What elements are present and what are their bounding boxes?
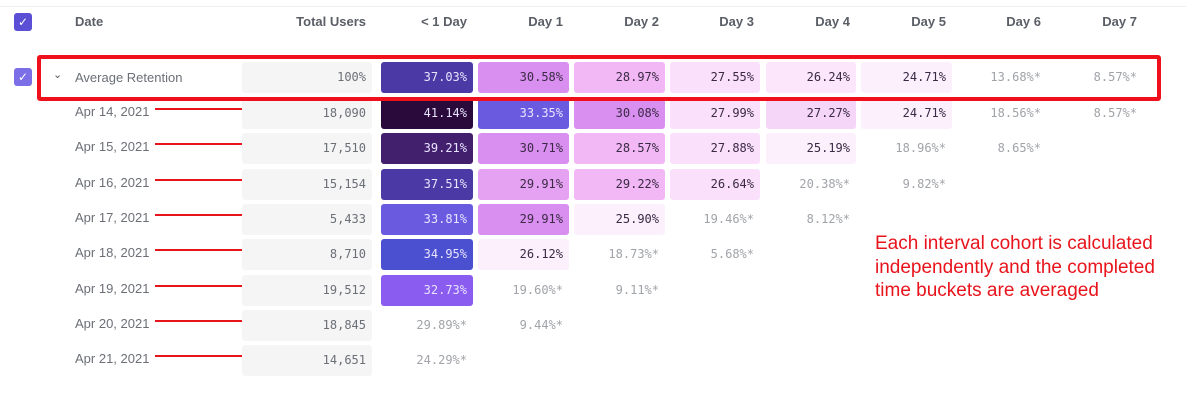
average-retention-row: ✓ ⌄ Average Retention 100% 37.03% 30.58% 28… [0,62,1194,93]
retention-cell[interactable]: 18.56%* [990,106,1041,120]
retention-cell[interactable]: 24.71% [861,62,952,93]
retention-cell[interactable]: 37.51% [381,168,473,200]
select-all-checkbox[interactable]: ✓ [14,13,32,31]
average-row-checkbox[interactable]: ✓ [14,68,32,86]
cohort-date: Apr 14, 2021 [75,104,150,119]
cohort-date: Apr 20, 2021 [75,315,150,331]
retention-cell[interactable]: 29.91% [478,203,569,235]
retention-cell[interactable]: 20.38%* [799,176,850,191]
cohort-date: Apr 19, 2021 [75,280,150,296]
retention-cell[interactable]: 37.03% [381,62,473,93]
retention-cell[interactable]: 8.12%* [806,211,850,226]
retention-cell[interactable]: 28.97% [574,62,665,93]
column-header[interactable]: Day 6 [1006,14,1041,29]
cohort-date: Apr 21, 2021 [75,351,150,367]
cohort-row: Apr 14, 2021 18,090 41.14% 33.35% 30.08% 27.9… [0,98,1194,129]
total-users-cell[interactable]: 5,433 [242,203,372,235]
retention-cell[interactable]: 9.11%* [615,282,659,297]
column-header[interactable]: Day 4 [815,14,850,29]
retention-cell[interactable]: 41.14% [381,98,473,129]
column-header[interactable]: Day 1 [528,14,563,29]
cohort-row: Apr 19, 2021 19,512 32.73% 19.60%* 9.11%* [0,274,1194,306]
retention-cell[interactable]: 28.57% [574,133,665,165]
column-header[interactable]: Day 3 [719,14,754,29]
top-divider [0,6,1186,7]
column-header[interactable]: Day 7 [1102,14,1137,29]
retention-cell[interactable]: 29.91% [478,168,569,200]
chevron-down-icon[interactable]: ⌄ [53,69,63,81]
retention-cell[interactable]: 30.71% [478,133,569,165]
cohort-row: Apr 15, 2021 17,510 39.21% 30.71% 28.57% 27.8… [0,133,1194,165]
retention-cell[interactable]: 26.24% [766,62,856,93]
retention-cell[interactable]: 39.21% [381,133,473,165]
cohort-row: Apr 16, 2021 15,154 37.51% 29.91% 29.22% 26.6… [0,168,1194,200]
column-header[interactable]: < 1 Day [421,14,467,29]
retention-cell[interactable]: 34.95% [381,239,473,271]
retention-cell[interactable]: 30.08% [574,98,665,129]
cohort-date: Apr 15, 2021 [75,139,150,155]
cohort-date: Apr 18, 2021 [75,245,150,261]
retention-cell[interactable]: 27.88% [670,133,760,165]
total-users-cell[interactable]: 100% [242,62,372,93]
check-icon: ✓ [17,15,29,29]
total-users-cell[interactable]: 18,845 [242,309,372,341]
column-header[interactable]: Date [75,14,104,29]
average-retention-label: Average Retention [75,70,183,85]
total-users-cell[interactable]: 15,154 [242,168,372,200]
retention-cell[interactable]: 25.90% [574,203,665,235]
retention-cell[interactable]: 27.27% [766,98,856,129]
cohort-row: Apr 21, 2021 14,651 24.29%* [0,345,1194,377]
retention-cell[interactable]: 25.19% [766,133,856,165]
retention-cell[interactable]: 30.58% [478,62,569,93]
retention-cell[interactable]: 9.44%* [519,317,563,332]
retention-cell[interactable]: 5.68%* [710,247,754,262]
cohort-row: Apr 17, 2021 5,433 33.81% 29.91% 25.90% 19.46… [0,203,1194,235]
retention-cell[interactable]: 32.73% [381,274,473,306]
cohort-row: Apr 20, 2021 18,845 29.89%* 9.44%* [0,309,1194,341]
total-users-cell[interactable]: 19,512 [242,274,372,306]
retention-cell[interactable]: 27.55% [670,62,760,93]
retention-cell[interactable]: 29.22% [574,168,665,200]
total-users-cell[interactable]: 14,651 [242,345,372,377]
retention-cell[interactable]: 8.65%* [997,141,1041,156]
total-users-cell[interactable]: 18,090 [242,98,372,129]
highlight-box [37,55,1161,101]
retention-cell[interactable]: 8.57%* [1093,106,1137,120]
retention-cell[interactable]: 18.73%* [608,247,659,262]
total-users-cell[interactable]: 8,710 [242,239,372,271]
retention-cell[interactable]: 8.57%* [1093,70,1137,84]
cohort-row: Apr 18, 2021 8,710 34.95% 26.12% 18.73%* 5.68… [0,239,1194,271]
retention-cell[interactable]: 29.89%* [416,317,467,332]
column-header[interactable]: Day 5 [911,14,946,29]
retention-cell[interactable]: 26.12% [478,239,569,271]
retention-cell[interactable]: 19.46%* [703,211,754,226]
retention-cell[interactable]: 27.99% [670,98,760,129]
total-users-cell[interactable]: 17,510 [242,133,372,165]
retention-cell[interactable]: 33.35% [478,98,569,129]
retention-cell[interactable]: 33.81% [381,203,473,235]
column-header[interactable]: Day 2 [624,14,659,29]
check-icon: ✓ [17,70,29,84]
retention-cell[interactable]: 24.71% [861,98,952,129]
annotation-note: Each interval cohort is calculated indep… [875,233,1155,301]
cohort-date: Apr 16, 2021 [75,174,150,190]
retention-cell[interactable]: 26.64% [670,168,760,200]
retention-cell[interactable]: 13.68%* [990,70,1041,84]
retention-cell[interactable]: 18.96%* [895,141,946,156]
retention-cell[interactable]: 19.60%* [512,282,563,297]
column-header[interactable]: Total Users [296,14,366,29]
cohort-date: Apr 17, 2021 [75,209,150,225]
retention-cell[interactable]: 9.82%* [902,176,946,191]
retention-cell[interactable]: 24.29%* [416,353,467,368]
